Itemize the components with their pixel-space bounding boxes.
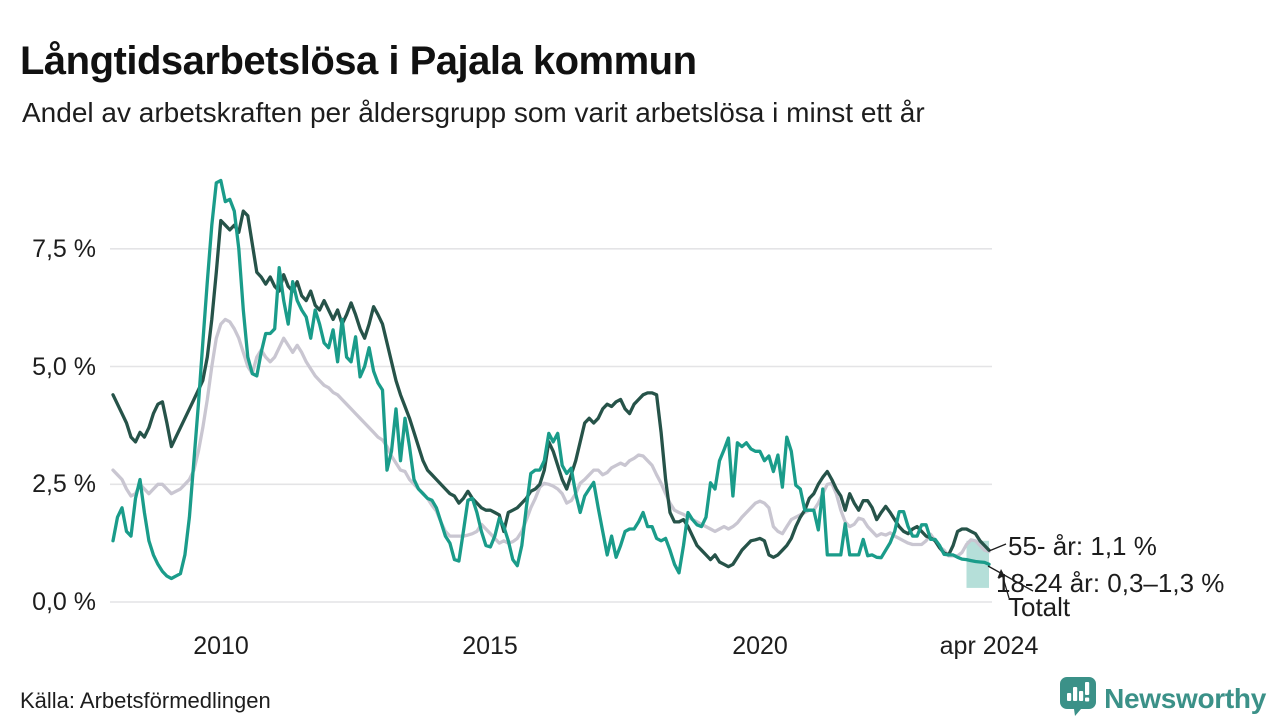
series-end-label-totalt: Totalt <box>1008 592 1071 622</box>
series-end-label-18-24: 18-24 år: 0,3–1,3 % <box>996 568 1225 598</box>
series-line-55--ar <box>111 209 991 569</box>
leader-arrowhead <box>997 569 1005 578</box>
x-axis-label: apr 2024 <box>939 632 1039 660</box>
newsworthy-logo-text: Newsworthy <box>1104 682 1266 714</box>
series-end-label-55: 55- år: 1,1 % <box>1008 531 1157 561</box>
y-axis-label: 7,5 % <box>32 234 96 263</box>
series-line-Totalt <box>111 317 991 558</box>
x-axis-label: 2010 <box>193 632 249 660</box>
x-axis-label: 2020 <box>732 632 788 660</box>
series-line-18-24-ar <box>111 178 991 581</box>
source-credit: Källa: Arbetsförmedlingen <box>20 688 271 713</box>
leader-line-18-24 <box>987 565 1034 592</box>
y-axis-label: 0,0 % <box>32 588 96 616</box>
page-subtitle: Andel av arbetskraften per åldersgrupp s… <box>22 97 925 128</box>
newsworthy-logo-icon <box>1059 676 1097 721</box>
leader-arrow-line <box>1001 573 1010 599</box>
leader-line-55 <box>988 543 1007 552</box>
uncertainty-band <box>966 540 989 588</box>
x-axis-label: 2015 <box>462 632 518 660</box>
y-axis-label: 5,0 % <box>32 352 96 381</box>
newsworthy-logo[interactable]: Newsworthy <box>1059 676 1266 721</box>
page-title: Långtidsarbetslösa i Pajala kommun <box>20 38 697 83</box>
y-axis-label: 2,5 % <box>32 470 96 499</box>
